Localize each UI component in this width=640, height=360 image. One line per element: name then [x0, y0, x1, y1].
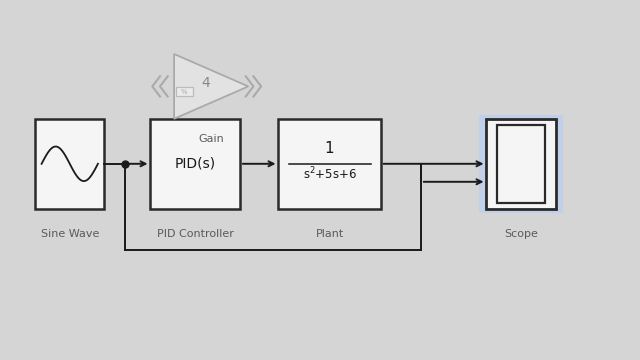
Text: PID Controller: PID Controller — [157, 229, 234, 239]
Text: Sine Wave: Sine Wave — [40, 229, 99, 239]
Text: 4: 4 — [202, 76, 211, 90]
FancyBboxPatch shape — [497, 125, 545, 203]
FancyBboxPatch shape — [35, 119, 104, 209]
FancyBboxPatch shape — [479, 115, 563, 213]
Text: PID(s): PID(s) — [175, 157, 216, 171]
Text: Plant: Plant — [316, 229, 344, 239]
Text: Gain: Gain — [198, 134, 224, 144]
Text: s$^{2}$+5s+6: s$^{2}$+5s+6 — [303, 166, 356, 183]
FancyBboxPatch shape — [176, 87, 193, 96]
FancyBboxPatch shape — [486, 119, 556, 209]
Text: Scope: Scope — [504, 229, 538, 239]
Polygon shape — [174, 54, 248, 119]
Text: 1: 1 — [324, 141, 335, 156]
FancyBboxPatch shape — [150, 119, 240, 209]
Text: %: % — [181, 89, 188, 95]
FancyBboxPatch shape — [278, 119, 381, 209]
